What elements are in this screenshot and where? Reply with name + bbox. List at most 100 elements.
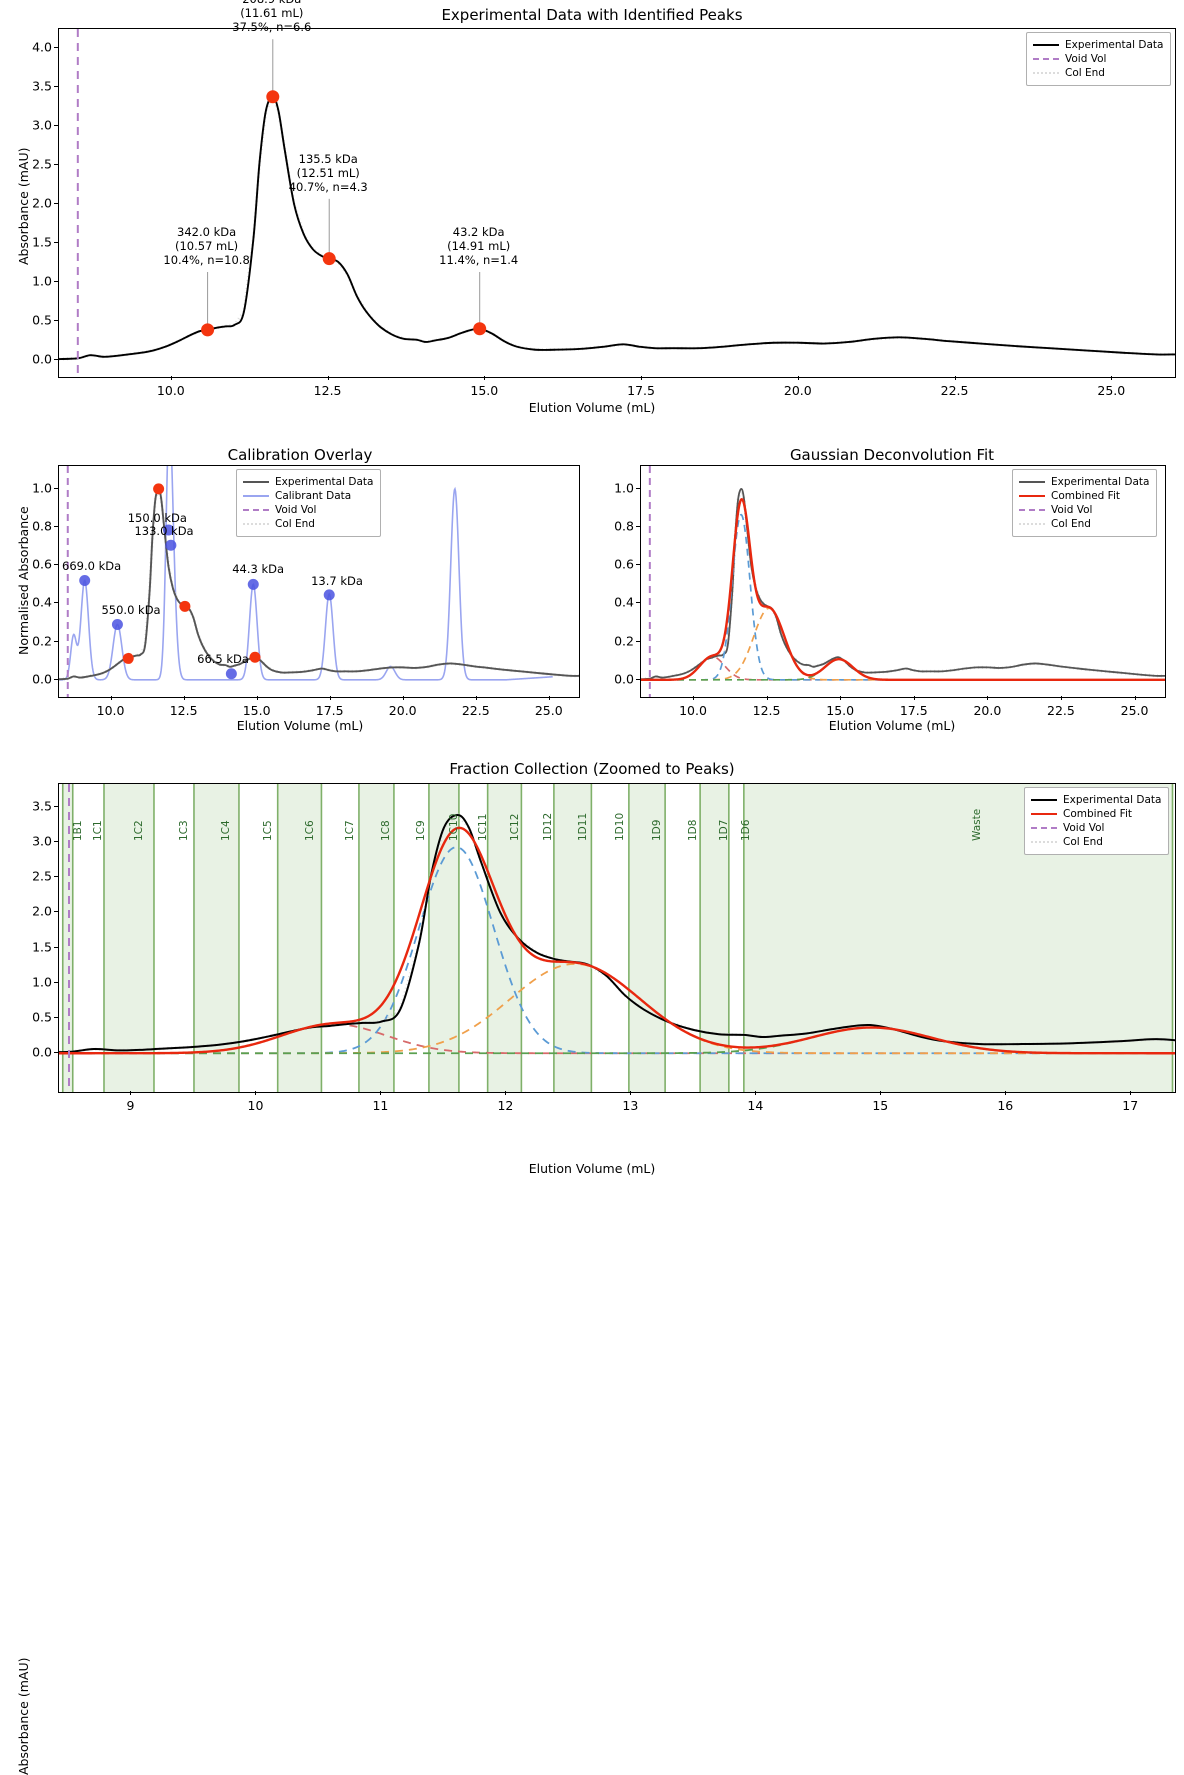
y-tick-label: 2.0 (32, 195, 52, 211)
legend-label: Void Vol (1051, 504, 1093, 516)
x-tick-label: 14 (747, 1098, 764, 1113)
legend-swatch (1033, 53, 1059, 65)
legend-label: Experimental Data (1063, 794, 1162, 806)
legend-label: Void Vol (1065, 53, 1107, 65)
y-tick (636, 602, 640, 604)
legend-label: Combined Fit (1051, 490, 1120, 502)
y-tick-label: 1.5 (32, 234, 52, 250)
legend-label: Col End (1063, 836, 1103, 848)
legend-swatch (1019, 504, 1045, 516)
x-tick (755, 1091, 757, 1095)
y-tick-label: 1.0 (32, 974, 52, 990)
y-tick-label: 1.0 (614, 480, 634, 496)
x-tick (913, 696, 915, 700)
y-tick (54, 911, 58, 913)
x-tick-label: 15.0 (826, 703, 855, 718)
calibrant-label: 150.0 kDa (127, 510, 187, 525)
panel1-xlabel: Elution Volume (mL) (528, 400, 656, 415)
legend-swatch (1031, 822, 1057, 834)
legend-item: Col End (243, 517, 373, 531)
peak-annotation-line: (12.51 mL) (296, 165, 360, 180)
y-tick-label: 0.8 (614, 518, 634, 534)
y-tick-label: 0.0 (32, 1044, 52, 1060)
peak-marker (122, 652, 134, 664)
calibrant-marker (111, 618, 123, 630)
calibrant-marker (225, 668, 237, 680)
y-tick (636, 678, 640, 680)
fraction-label: 1C8 (380, 820, 393, 841)
y-tick-label: 0.0 (32, 671, 52, 687)
fraction-band (358, 784, 394, 1092)
y-tick (636, 487, 640, 489)
panel-gaussian-deconvolution: Gaussian Deconvolution Fit Elution Volum… (600, 440, 1184, 750)
x-tick (255, 1091, 257, 1095)
x-tick-label: 15.0 (470, 383, 499, 398)
legend-item: Experimental Data (1019, 475, 1149, 489)
x-tick (766, 696, 768, 700)
experimental-trace (59, 814, 1175, 1054)
panel1-title: Experimental Data with Identified Peaks (441, 6, 743, 24)
y-tick (54, 358, 58, 360)
y-tick (54, 86, 58, 88)
y-tick (54, 602, 58, 604)
fraction-label: 1D7 (718, 819, 731, 841)
y-tick-label: 0.6 (614, 556, 634, 572)
peak-annotation: 208.9 kDa(11.61 mL)37.5%, n=6.6 (232, 0, 311, 34)
fraction-label: 1C10 (447, 813, 460, 841)
fraction-label: 1D10 (614, 812, 627, 841)
peak-annotation: 43.2 kDa (14.91 mL) 11.4%, n=1.4 (439, 225, 518, 267)
x-tick-label: 20.0 (973, 703, 1002, 718)
fraction-label: 1C3 (177, 820, 190, 841)
y-tick-label: 2.5 (32, 868, 52, 884)
x-tick (880, 1091, 882, 1095)
legend-swatch (1031, 794, 1057, 806)
panel-calibration-overlay: Calibration Overlay Normalised Absorbanc… (0, 0, 600, 733)
x-tick-label: 15.0 (242, 703, 271, 718)
y-tick-label: 1.5 (32, 939, 52, 954)
legend-label: Combined Fit (1063, 808, 1132, 820)
fraction-band (193, 784, 239, 1092)
x-tick (130, 1091, 132, 1095)
legend-swatch (1019, 518, 1045, 530)
legend: Experimental Data Void Vol Col End (1026, 32, 1172, 86)
peak-annotation-line: 11.4%, n=1.4 (439, 253, 519, 267)
y-tick-label: 0.5 (32, 1009, 52, 1025)
y-tick (636, 564, 640, 566)
x-tick (630, 1091, 632, 1095)
y-tick-label: 3.0 (32, 117, 52, 133)
x-tick (1111, 376, 1113, 380)
y-tick-label: 3.5 (32, 798, 52, 814)
y-tick-label: 1.0 (32, 480, 52, 496)
legend-swatch (243, 476, 269, 488)
y-tick (54, 805, 58, 807)
y-tick (54, 840, 58, 842)
y-tick (54, 678, 58, 680)
peak-marker (153, 483, 165, 495)
legend: Experimental Data Combined Fit Void Vol Col… (1012, 469, 1158, 537)
legend-item: Col End (1031, 835, 1161, 849)
peak-annotation-line: (11.61 mL) (240, 6, 304, 21)
x-tick (329, 696, 331, 700)
fraction-label: 1C5 (262, 820, 275, 841)
legend-label: Col End (1065, 67, 1105, 79)
y-tick (54, 125, 58, 127)
x-tick (327, 376, 329, 380)
y-tick (636, 640, 640, 642)
x-tick (641, 376, 643, 380)
x-tick-label: 25.0 (1097, 383, 1126, 398)
y-tick-label: 3.5 (32, 78, 52, 94)
x-tick-label: 12.5 (752, 703, 781, 718)
x-tick-label: 17.5 (315, 703, 344, 718)
fraction-label: 1C2 (132, 820, 145, 841)
calibrant-marker (163, 524, 175, 536)
x-tick-label: 20.0 (783, 383, 812, 398)
calibrant-marker (323, 589, 335, 601)
y-tick (54, 319, 58, 321)
y-tick-label: 3.0 (32, 833, 52, 849)
y-tick (54, 47, 58, 49)
calibrant-trace (59, 466, 553, 681)
peak-marker (322, 252, 336, 266)
y-tick-label: 0.4 (32, 594, 52, 610)
x-tick (380, 1091, 382, 1095)
